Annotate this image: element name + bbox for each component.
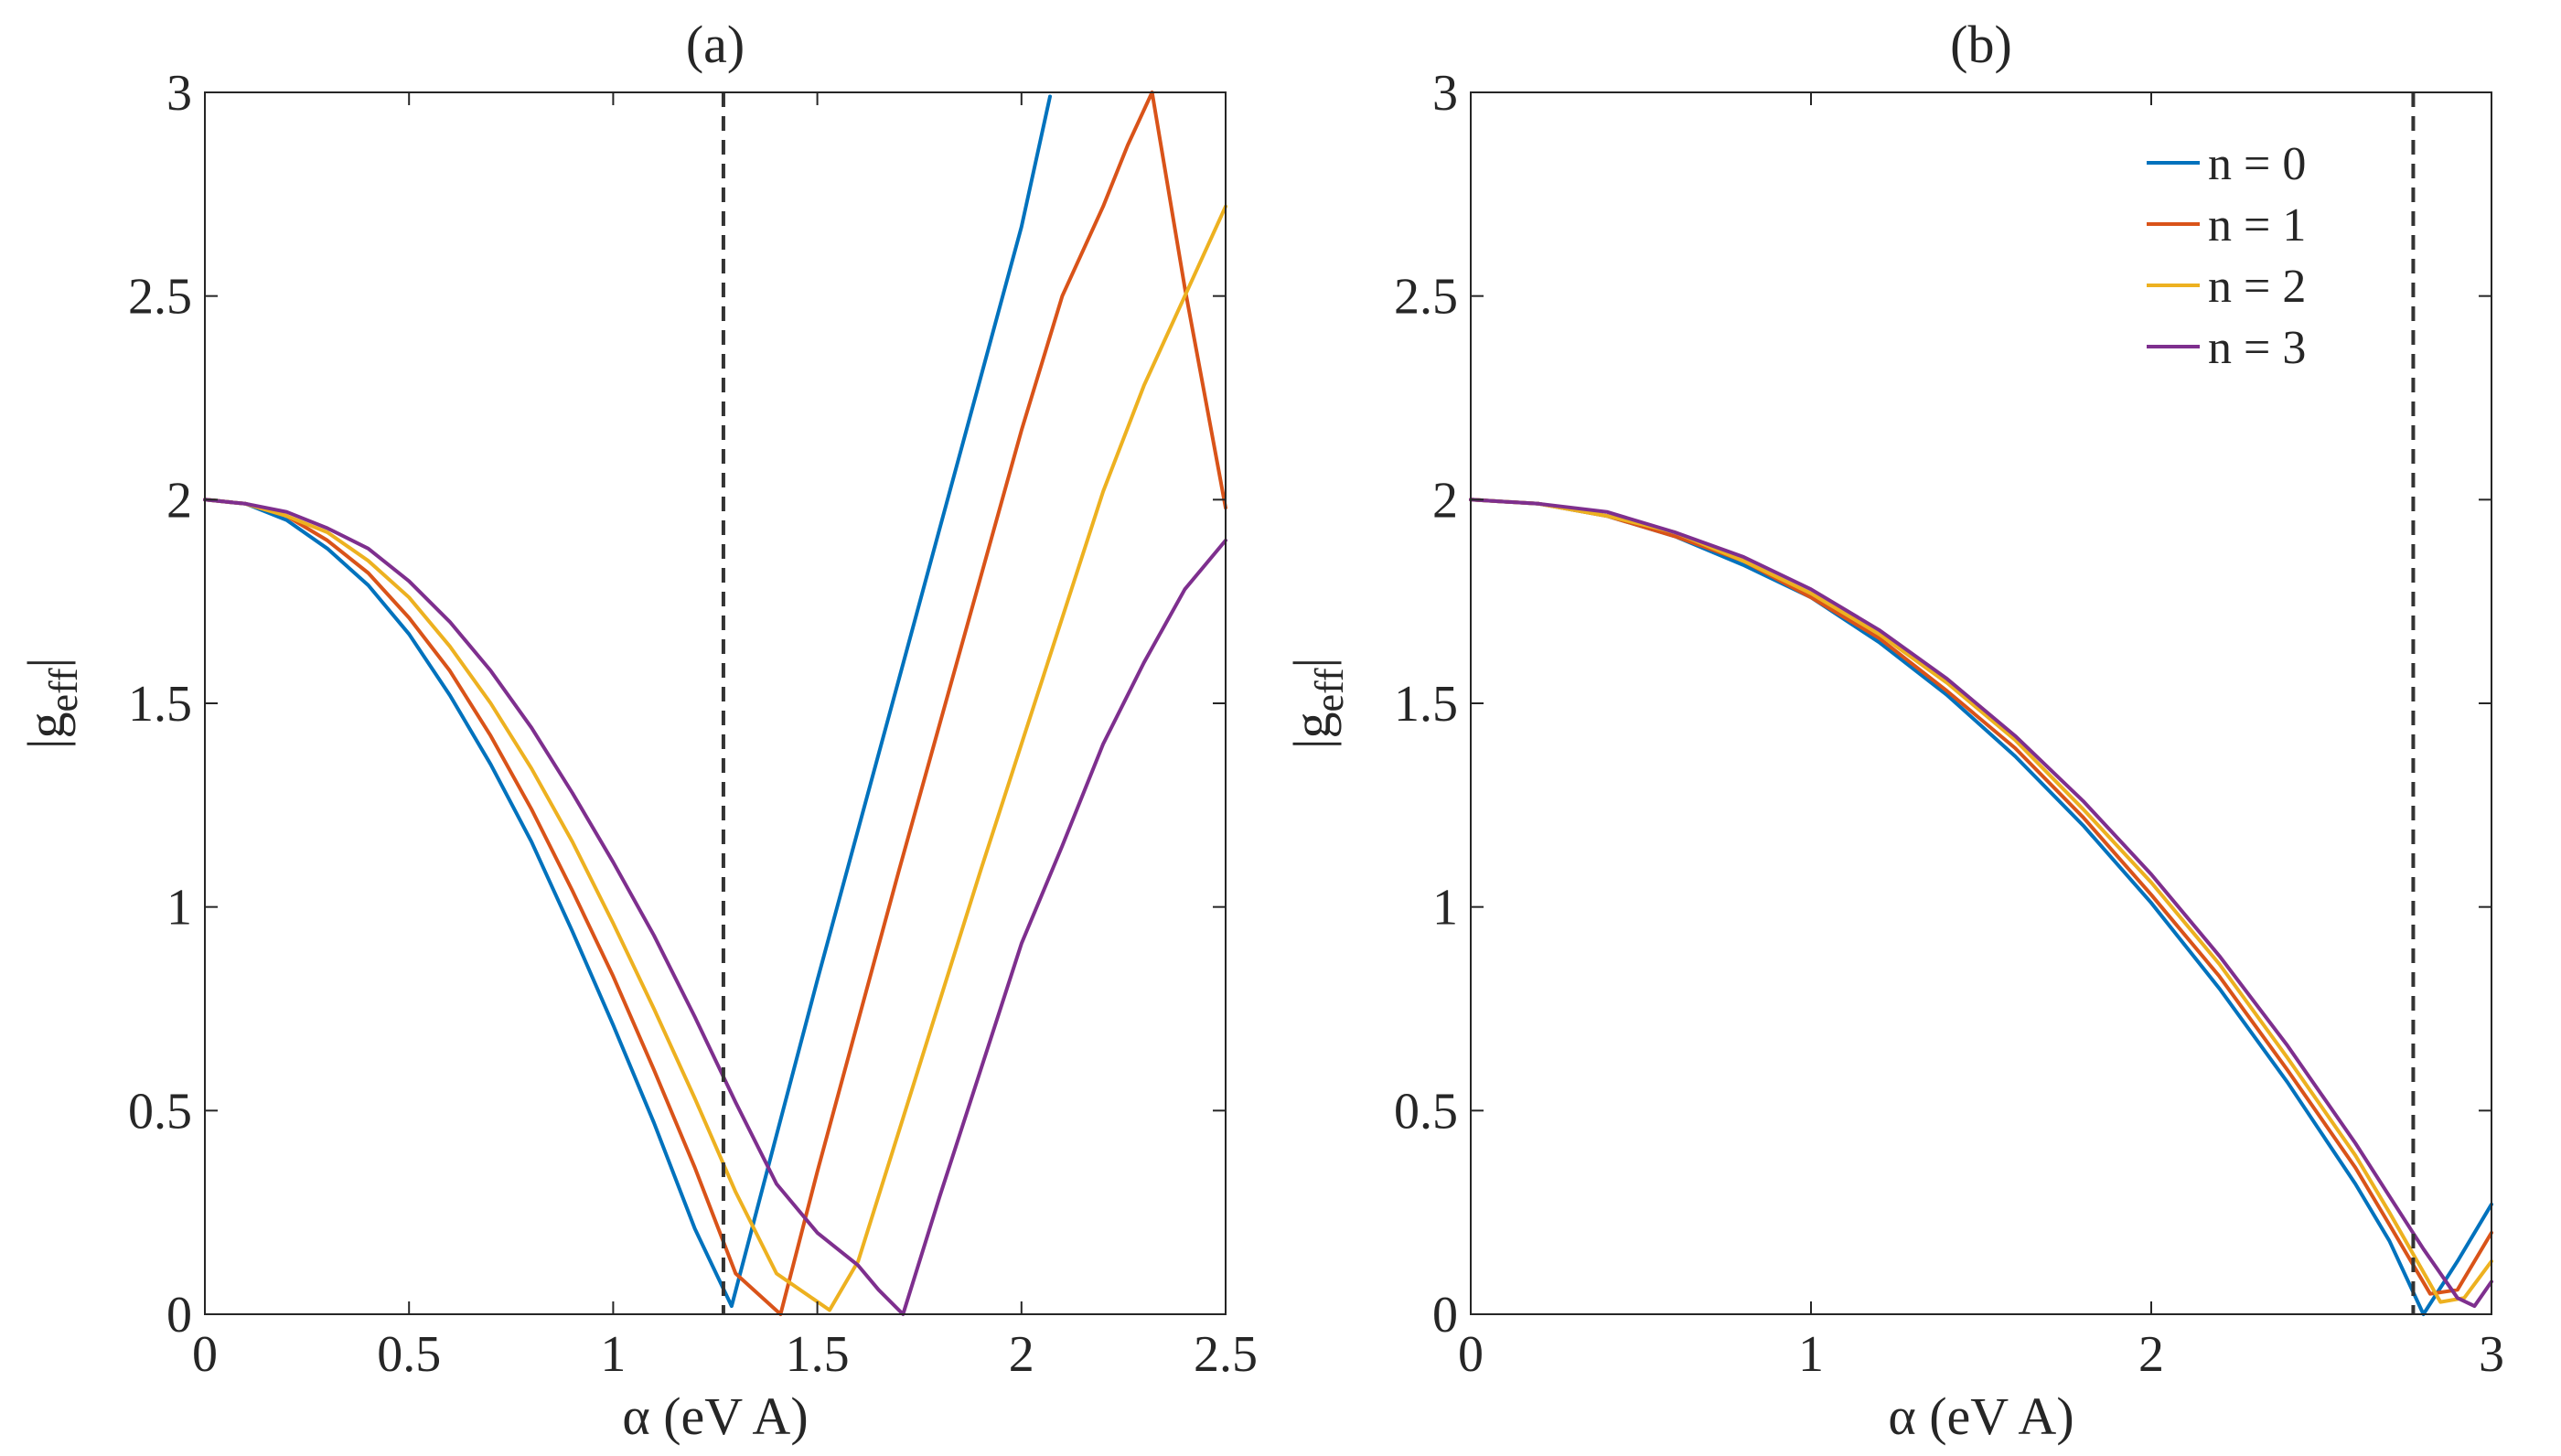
panel-a-y-tick-label: 0 [166,1287,192,1344]
panel-a-series-line-n3 [203,498,1227,1316]
panel-b-legend: n = 0 n = 1 n = 2 n = 3 [2147,138,2306,374]
svg-text:|geff|: |geff| [1282,658,1352,749]
panel-a-y-tick-label: 1.5 [128,676,192,733]
panel-a-x-tick-label: 1 [600,1326,626,1383]
panel-b-y-axis-label: |geff| [1282,658,1352,749]
panel-a: 0 0.5 1 1.5 2 2.5 00.511.522.53 (a) α (eV A) … [16,15,1258,1446]
panel-b-y-axis-label-main: |g [1282,712,1342,750]
panel-a-x-tick-label: 0 [192,1326,218,1383]
panel-b-legend-label-n3: n = 3 [2208,322,2306,374]
panel-a-y-ticks: 0 0.5 1 1.5 2 2.5 3 [128,65,1226,1344]
panel-a-y-axis-label: |geff| [16,658,86,749]
panel-b-x-ticks: 0 1 2 3 [1458,92,2504,1383]
panel-a-y-tick-label: 0.5 [128,1083,192,1140]
panel-a-x-tick-label: 0.5 [377,1326,441,1383]
panel-a-x-tick-label: 1.5 [786,1326,850,1383]
panel-b-x-tick-label: 2 [2138,1326,2164,1383]
panel-b-series [1469,498,2493,1316]
panel-a-series-line-n2 [203,204,1227,1312]
panel-b-y-tick-label: 1 [1432,880,1458,937]
panel-b-y-tick-label: 3 [1432,65,1458,122]
panel-b-series-line-n1 [1469,498,2493,1296]
panel-b-y-tick-label: 1.5 [1394,676,1458,733]
panel-b-y-tick-label: 2.5 [1394,269,1458,326]
panel-a-y-tick-label: 2 [166,472,192,529]
panel-b-legend-label-n0: n = 0 [2208,138,2306,190]
svg-text:|geff|: |geff| [16,658,86,749]
panel-b-plot-area [1471,92,2491,1314]
panel-a-series [203,91,1227,1316]
panel-a-x-ticks: 0 0.5 1 1.5 2 2.5 [192,92,1258,1383]
panel-a-plot-area [205,92,1226,1314]
panel-a-y-tick-label: 1 [166,880,192,937]
panel-a-title: (a) [686,15,745,74]
panel-b-x-tick-label: 3 [2479,1326,2504,1383]
panel-b: 0 1 2 3 0 0.5 1 1.5 2 2.5 3 (b) α (eV A) |geff| n… [1282,15,2504,1446]
panel-a-y-axis-label-subscript: eff [41,668,86,712]
panel-b-x-axis-label: α (eV A) [1888,1386,2073,1446]
panel-a-y-tick-label: 2.5 [128,269,192,326]
panel-b-series-line-n3 [1469,498,2493,1309]
panel-b-y-tick-label: 2 [1432,472,1458,529]
panel-b-y-axis-label-close: | [1282,658,1342,669]
panel-a-series-line-n0 [203,94,1052,1309]
panel-b-y-ticks: 0 0.5 1 1.5 2 2.5 3 [1394,65,2491,1344]
panel-b-y-axis-label-subscript: eff [1307,668,1352,712]
panel-b-title: (b) [1950,15,2012,74]
panel-b-legend-label-n1: n = 1 [2208,199,2306,252]
panel-a-y-axis-label-close: | [16,658,76,669]
panel-b-x-tick-label: 1 [1798,1326,1824,1383]
panel-a-x-tick-label: 2.5 [1194,1326,1258,1383]
panel-b-x-tick-label: 0 [1458,1326,1484,1383]
panel-b-legend-label-n2: n = 2 [2208,261,2306,313]
panel-a-series-line-n1 [203,91,1227,1316]
panel-a-y-tick-label: 3 [166,65,192,122]
panel-b-y-tick-label: 0 [1432,1287,1458,1344]
panel-a-x-tick-label: 2 [1009,1326,1034,1383]
panel-a-x-axis-label: α (eV A) [622,1386,808,1446]
panel-a-y-axis-label-main: |g [16,712,76,750]
panel-b-y-tick-label: 0.5 [1394,1083,1458,1140]
